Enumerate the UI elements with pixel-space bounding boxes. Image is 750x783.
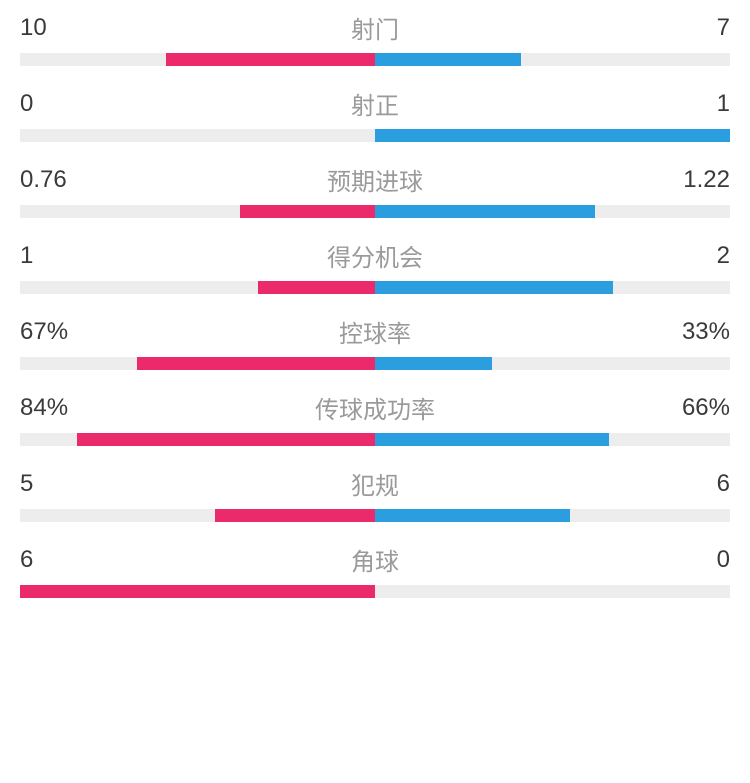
stat-bar-right-fill [375, 205, 595, 218]
stat-bar-right-fill [375, 357, 492, 370]
stat-bar-right-half [375, 509, 730, 522]
stat-row: 67%控球率33% [20, 314, 730, 370]
stat-name: 角球 [80, 542, 670, 577]
stat-name: 传球成功率 [80, 390, 670, 425]
stat-bar-track [20, 357, 730, 370]
stat-labels: 6角球0 [20, 542, 730, 577]
stat-value-left: 84% [20, 394, 80, 422]
stat-row: 0.76预期进球1.22 [20, 162, 730, 218]
stat-name: 犯规 [80, 466, 670, 501]
stat-bar-right-half [375, 53, 730, 66]
stat-bar-right-half [375, 205, 730, 218]
stat-bar-left-fill [20, 585, 375, 598]
stat-bar-left-half [20, 585, 375, 598]
stat-bar-left-half [20, 509, 375, 522]
stat-value-right: 1.22 [670, 166, 730, 194]
stat-value-left: 0 [20, 90, 80, 118]
stat-labels: 67%控球率33% [20, 314, 730, 349]
stat-value-right: 33% [670, 318, 730, 346]
stat-row: 1得分机会2 [20, 238, 730, 294]
stat-row: 10射门7 [20, 10, 730, 66]
stat-bar-left-half [20, 129, 375, 142]
stat-bar-track [20, 433, 730, 446]
stat-bar-track [20, 281, 730, 294]
stat-bar-track [20, 205, 730, 218]
stat-labels: 10射门7 [20, 10, 730, 45]
stat-bar-right-half [375, 433, 730, 446]
stat-bar-left-half [20, 205, 375, 218]
stat-labels: 5犯规6 [20, 466, 730, 501]
stat-bar-left-half [20, 357, 375, 370]
stat-bar-right-half [375, 129, 730, 142]
stat-name: 射门 [80, 10, 670, 45]
stat-bar-left-fill [258, 281, 375, 294]
stat-bar-right-half [375, 357, 730, 370]
stat-bar-track [20, 585, 730, 598]
stat-bar-track [20, 129, 730, 142]
stat-labels: 84%传球成功率66% [20, 390, 730, 425]
stat-value-right: 66% [670, 394, 730, 422]
stat-bar-left-fill [240, 205, 375, 218]
stat-value-left: 67% [20, 318, 80, 346]
stat-bar-track [20, 53, 730, 66]
stat-value-left: 10 [20, 14, 80, 42]
stat-labels: 0.76预期进球1.22 [20, 162, 730, 197]
stat-value-right: 6 [670, 470, 730, 498]
stat-row: 84%传球成功率66% [20, 390, 730, 446]
stat-bar-right-half [375, 281, 730, 294]
stat-name: 得分机会 [80, 238, 670, 273]
stat-value-right: 1 [670, 90, 730, 118]
stat-name: 预期进球 [80, 162, 670, 197]
stat-labels: 1得分机会2 [20, 238, 730, 273]
stat-name: 控球率 [80, 314, 670, 349]
stat-bar-left-half [20, 281, 375, 294]
stat-bar-right-fill [375, 129, 730, 142]
stat-bar-track [20, 509, 730, 522]
stat-value-left: 1 [20, 242, 80, 270]
stat-value-right: 7 [670, 14, 730, 42]
stat-row: 0射正1 [20, 86, 730, 142]
stat-row: 5犯规6 [20, 466, 730, 522]
match-stats-container: 10射门70射正10.76预期进球1.221得分机会267%控球率33%84%传… [20, 10, 730, 598]
stat-row: 6角球0 [20, 542, 730, 598]
stat-labels: 0射正1 [20, 86, 730, 121]
stat-value-left: 5 [20, 470, 80, 498]
stat-bar-right-fill [375, 433, 609, 446]
stat-value-left: 6 [20, 546, 80, 574]
stat-value-right: 2 [670, 242, 730, 270]
stat-bar-left-half [20, 53, 375, 66]
stat-bar-left-fill [77, 433, 375, 446]
stat-bar-left-fill [137, 357, 375, 370]
stat-bar-right-half [375, 585, 730, 598]
stat-bar-right-fill [375, 53, 521, 66]
stat-name: 射正 [80, 86, 670, 121]
stat-bar-left-fill [215, 509, 375, 522]
stat-bar-right-fill [375, 509, 570, 522]
stat-value-right: 0 [670, 546, 730, 574]
stat-bar-right-fill [375, 281, 613, 294]
stat-bar-left-half [20, 433, 375, 446]
stat-value-left: 0.76 [20, 166, 80, 194]
stat-bar-left-fill [166, 53, 375, 66]
